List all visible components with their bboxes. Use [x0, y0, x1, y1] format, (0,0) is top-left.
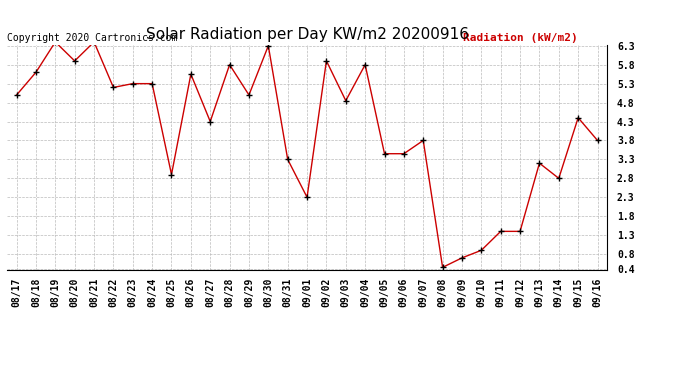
Text: Copyright 2020 Cartronics.com: Copyright 2020 Cartronics.com [7, 33, 177, 43]
Text: Radiation (kW/m2): Radiation (kW/m2) [463, 33, 578, 43]
Title: Solar Radiation per Day KW/m2 20200916: Solar Radiation per Day KW/m2 20200916 [146, 27, 469, 42]
